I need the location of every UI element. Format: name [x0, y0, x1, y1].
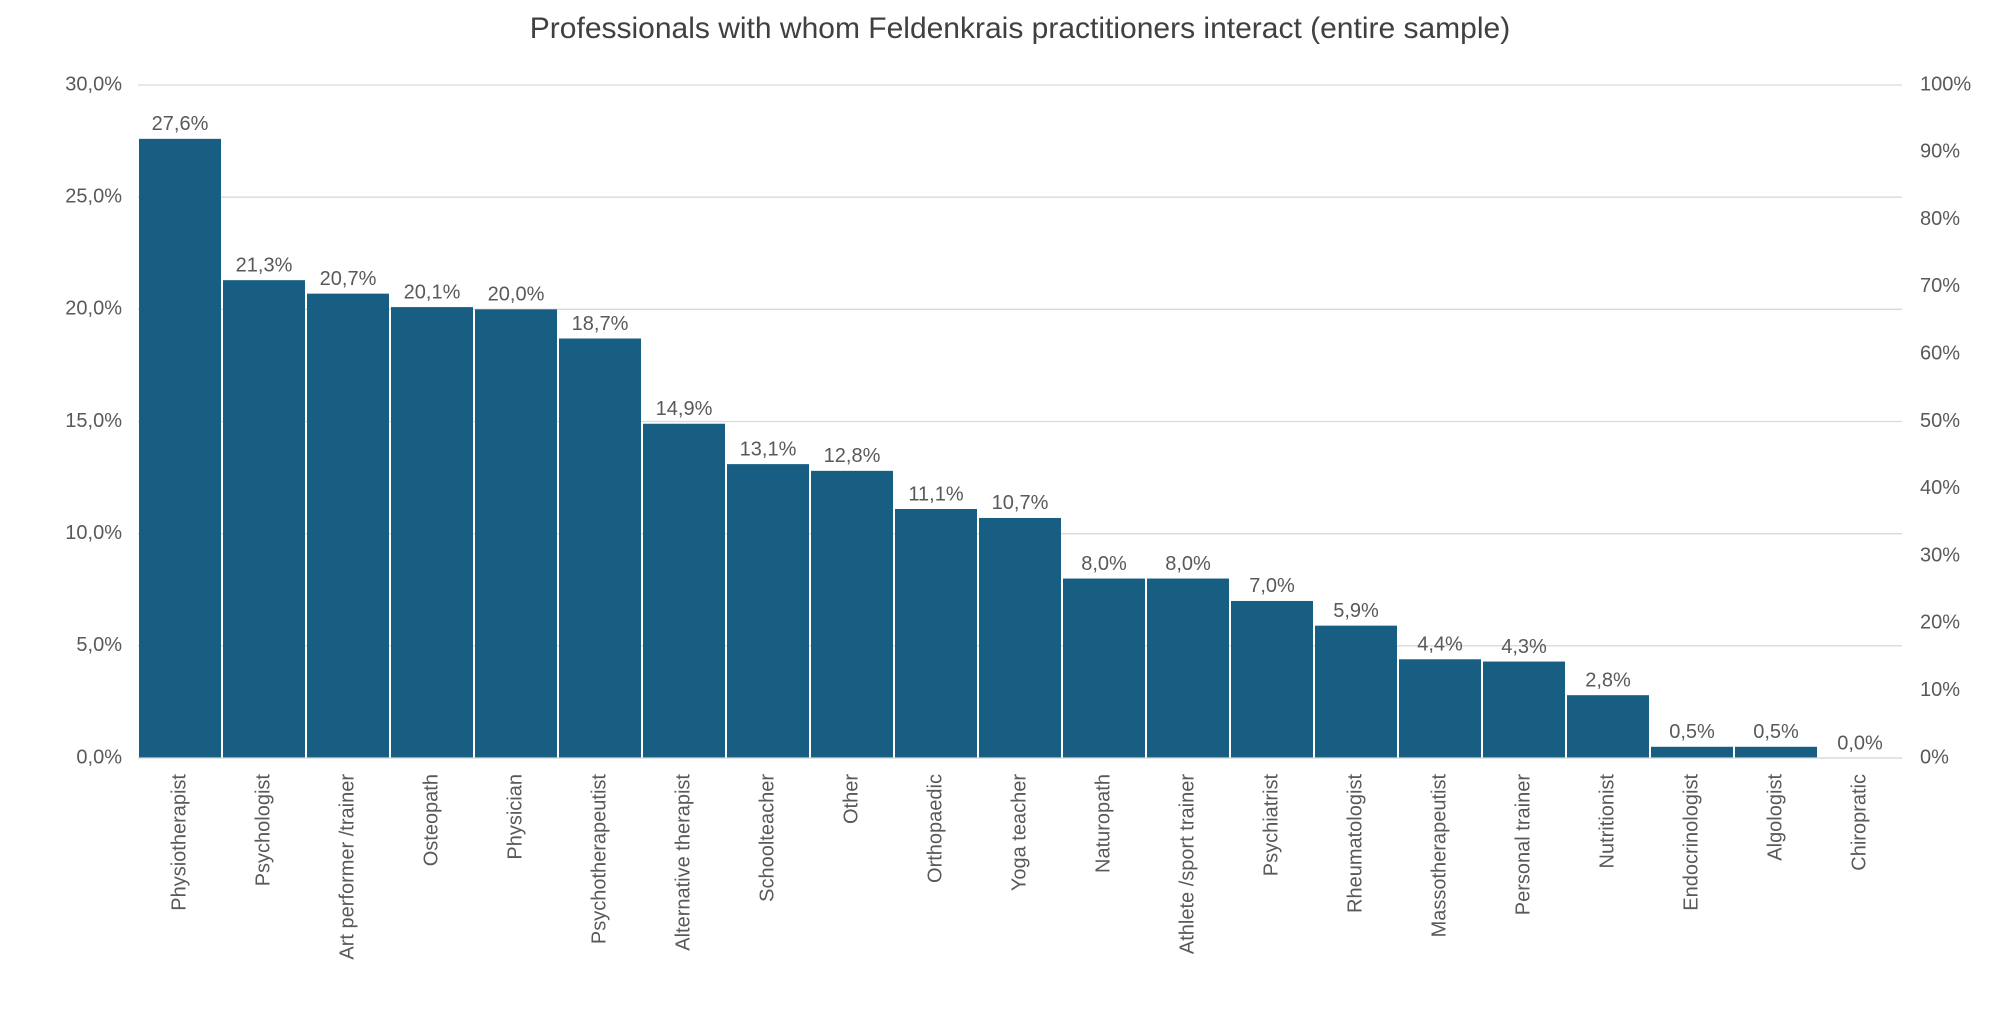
data-label: 20,7% — [320, 268, 377, 290]
y2-tick-label: 80% — [1920, 208, 1960, 230]
data-label: 7,0% — [1249, 575, 1295, 597]
bar — [1399, 659, 1481, 758]
x-tick-label: Schoolteacher — [756, 774, 778, 902]
x-tick-label: Art performer /trainer — [336, 774, 358, 960]
x-tick-label: Orthopaedic — [924, 774, 946, 883]
data-label: 13,1% — [740, 438, 797, 460]
x-tick-label: Endocrinologist — [1680, 774, 1702, 911]
data-label: 8,0% — [1165, 553, 1211, 575]
bar — [223, 280, 305, 758]
x-tick-label: Massotherapeutist — [1428, 774, 1450, 938]
bar — [727, 464, 809, 758]
y2-tick-label: 40% — [1920, 477, 1960, 499]
x-tick-label: Athlete /sport trainer — [1176, 774, 1198, 954]
data-label: 11,1% — [908, 483, 963, 505]
y2-tick-label: 50% — [1920, 410, 1960, 432]
bar — [643, 423, 725, 758]
data-label: 18,7% — [572, 313, 629, 335]
data-label: 4,3% — [1501, 636, 1547, 658]
x-tick-label: Other — [840, 774, 862, 824]
x-tick-label: Physician — [504, 774, 526, 860]
bar — [979, 517, 1061, 758]
y2-tick-label: 20% — [1920, 612, 1960, 634]
y2-tick-label: 100% — [1920, 73, 1971, 95]
bar — [1735, 746, 1817, 758]
x-tick-label: Personal trainer — [1512, 774, 1534, 916]
y-tick-label: 20,0% — [65, 298, 122, 320]
bar — [1651, 746, 1733, 758]
bar — [1315, 625, 1397, 758]
data-label: 0,0% — [1837, 732, 1883, 754]
x-tick-label: Rheumatologist — [1344, 774, 1366, 913]
x-tick-label: Psychiatrist — [1260, 774, 1282, 877]
chart-title: Professionals with whom Feldenkrais prac… — [530, 12, 1510, 45]
data-label: 12,8% — [824, 445, 881, 467]
data-label: 20,0% — [488, 284, 545, 306]
bar — [811, 470, 893, 758]
x-tick-label: Naturopath — [1092, 774, 1114, 873]
y2-tick-label: 60% — [1920, 342, 1960, 364]
bar — [1147, 578, 1229, 758]
y2-tick-label: 70% — [1920, 275, 1960, 297]
bar — [895, 508, 977, 758]
x-tick-label: Osteopath — [420, 774, 442, 866]
y2-tick-label: 0% — [1920, 746, 1949, 768]
data-label: 14,9% — [656, 398, 713, 420]
bar — [559, 338, 641, 758]
x-tick-label: Psychologist — [252, 774, 274, 887]
y-tick-label: 5,0% — [76, 634, 122, 656]
data-label: 4,4% — [1417, 634, 1463, 656]
y2-tick-label: 30% — [1920, 544, 1960, 566]
y-tick-label: 25,0% — [65, 185, 122, 207]
x-tick-label: Yoga teacher — [1008, 774, 1030, 891]
data-label: 27,6% — [152, 113, 209, 135]
x-tick-label: Physiotherapist — [168, 774, 190, 911]
y-tick-label: 0,0% — [76, 746, 122, 768]
data-label: 0,5% — [1753, 721, 1799, 743]
x-tick-label: Psychotherapeutist — [588, 774, 610, 945]
data-label: 8,0% — [1081, 553, 1127, 575]
bar — [1483, 661, 1565, 758]
data-label: 5,9% — [1333, 600, 1379, 622]
bar — [307, 293, 389, 758]
y-tick-label: 30,0% — [65, 73, 122, 95]
x-tick-label: Nutritionist — [1596, 774, 1618, 869]
bar — [475, 309, 557, 758]
data-label: 10,7% — [992, 492, 1049, 514]
y2-tick-label: 90% — [1920, 141, 1960, 163]
data-label: 0,5% — [1669, 721, 1715, 743]
x-tick-label: Alternative therapist — [672, 774, 694, 951]
bar — [1567, 695, 1649, 758]
x-tick-label: Chiropratic — [1848, 774, 1870, 871]
bar — [1063, 578, 1145, 758]
y-tick-label: 15,0% — [65, 410, 122, 432]
data-label: 20,1% — [404, 281, 461, 303]
y2-tick-label: 10% — [1920, 679, 1960, 701]
bar — [391, 307, 473, 758]
bar — [139, 138, 221, 759]
bar — [1231, 600, 1313, 758]
x-tick-label: Algologist — [1764, 774, 1786, 861]
data-label: 21,3% — [236, 254, 293, 276]
data-label: 2,8% — [1585, 669, 1631, 691]
y-tick-label: 10,0% — [65, 522, 122, 544]
